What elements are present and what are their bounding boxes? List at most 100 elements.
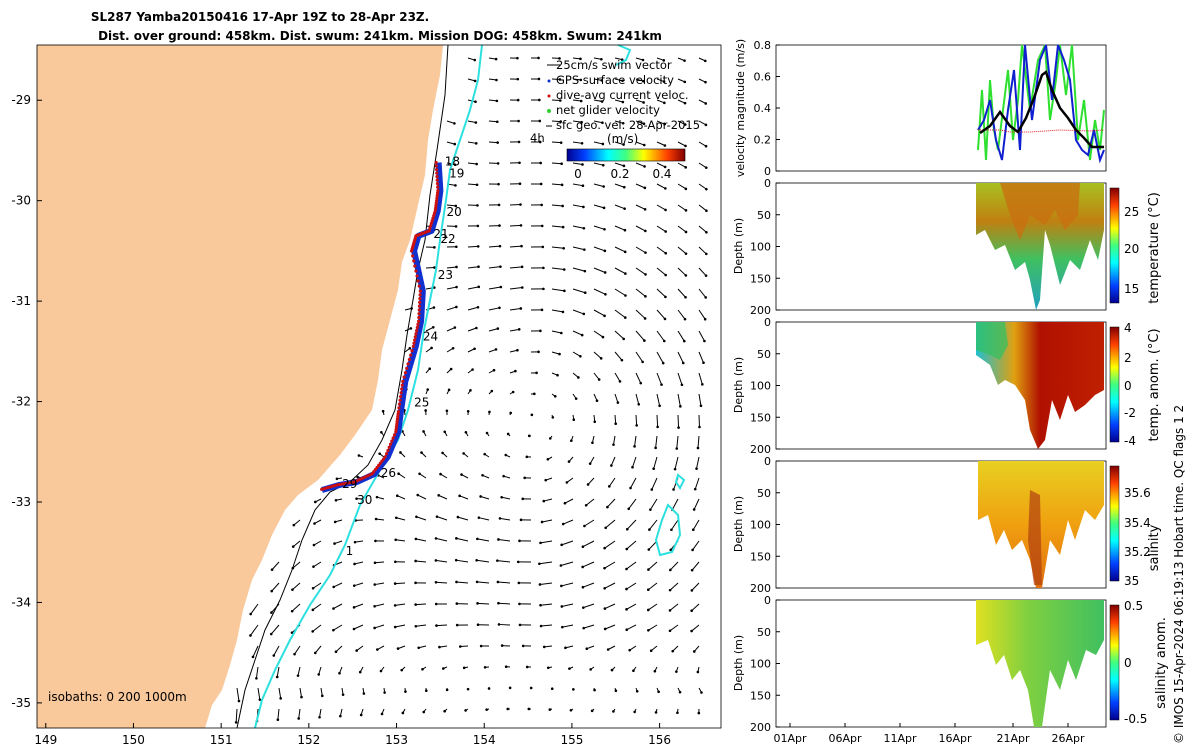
track-dot [391,436,395,440]
vector-429 [395,624,406,628]
track-dot [417,315,421,320]
track-dot [418,289,422,293]
vector-338 [292,540,301,547]
depth-tick-3-2: 100 [750,658,771,671]
vector-447 [314,645,322,654]
vector-29 [572,99,582,102]
track-dot [414,269,418,273]
vector-378 [691,561,700,571]
depth-tick-0-0: 0 [764,177,771,190]
vector-97 [635,204,646,210]
vector-400 [250,603,259,615]
vector-396 [626,582,637,590]
track-dot [435,191,440,195]
vector-125 [635,246,646,254]
vector-100 [698,204,707,212]
temp-anom-panel: Depth (m) temp. anom. (°C) 4 2 0 -2 -4 [732,321,1162,450]
vector-114 [698,225,707,233]
vector-363 [374,561,385,564]
track-dot [434,160,438,165]
vector-41 [551,120,561,123]
vector-124 [614,246,626,253]
temp-ylabel: Depth (m) [732,218,745,274]
vector-392 [539,582,553,585]
vector-144 [446,286,457,290]
tanom-cbar-tick-4: -4 [1124,434,1136,448]
vector-76 [467,183,478,186]
depth-tick-1-2: 100 [750,380,771,393]
vector-198 [635,351,644,363]
map-ytick-6: -35 [11,696,31,710]
vector-153 [635,288,646,297]
vector-307 [480,496,490,500]
track-dot [414,332,418,336]
vector-276 [610,456,616,466]
track-dot [392,433,397,437]
vector-368 [476,559,490,563]
date-tick-3: 16Apr [938,732,972,745]
tanom-cbar-tick-1: 2 [1124,351,1132,365]
vector-336 [671,519,679,531]
vector-213 [635,372,642,384]
vector-230 [677,393,681,407]
vector-82 [593,183,604,187]
vector-468 [297,666,301,676]
vector-354 [626,540,637,550]
temperature-panel: Depth (m) temperature (°C) 15 20 25 [732,182,1162,311]
vector-211 [593,372,600,380]
vector-369 [497,560,511,563]
vector-150 [572,288,586,294]
map-ticks: 149 150 151 152 153 154 155 156 -29 -30 -31 -32 -33 -… [11,93,671,747]
vector-49 [446,141,455,145]
vector-164 [551,309,564,313]
vector-155 [677,288,686,298]
track-dot [435,196,439,200]
legend-swim-vector: 25cm/s swim vector [556,58,672,72]
vector-44 [614,120,624,124]
vector-304 [417,494,427,500]
vector-156 [698,288,707,298]
vector-417 [604,603,616,610]
salanom-cbar-tick-1: 0 [1124,656,1132,670]
vector-83 [614,183,625,188]
track-dot [433,209,437,213]
vector-415 [561,603,574,607]
vector-130 [446,266,457,269]
vector-303 [397,495,406,500]
vector-46 [656,120,665,125]
track-dot [431,216,435,220]
isobath-1000-eddy [654,503,682,557]
vector-344 [415,538,427,542]
track-dot [386,448,390,453]
vector-139 [635,267,646,275]
vector-492 [320,687,323,696]
vector-47 [677,120,686,125]
vector-165 [572,309,584,315]
vector-374 [604,561,616,569]
vector-145 [467,286,479,290]
vector-57 [614,141,624,146]
temp-anom-ylabel: Depth (m) [732,357,745,413]
track-dot [433,206,438,210]
legend-gps-velocity: GPS surface velocity [556,73,674,87]
vector-149 [551,288,565,292]
vector-422 [250,624,259,636]
vector-105 [509,224,522,227]
vector-175 [467,327,477,332]
colorbar-tick-1: 0.2 [610,167,629,181]
depth-tick-2-3: 150 [750,550,771,563]
vector-311 [564,498,574,504]
track-dot [400,383,404,387]
vector-58 [635,141,645,146]
vector-489 [257,687,261,700]
depth-tick-3-3: 150 [750,689,771,702]
vector-446 [294,645,301,655]
depth-tick-3-4: 200 [750,721,771,734]
vector-138 [614,267,626,275]
track-dot [395,422,399,426]
vector-393 [561,582,574,587]
vector-215 [677,372,683,385]
vector-84 [635,183,646,189]
vector-161 [488,307,500,311]
